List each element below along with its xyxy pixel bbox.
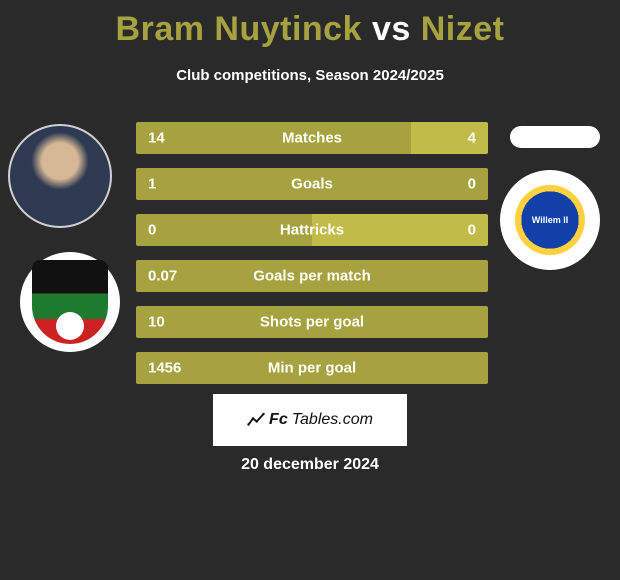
stat-value-right: 4 <box>468 130 476 147</box>
stat-value-left: 0 <box>148 222 156 239</box>
stat-bars: 144Matches10Goals00Hattricks0.07Goals pe… <box>136 122 488 398</box>
player1-club-badge <box>20 252 120 352</box>
club-right-text: Willem II <box>532 216 568 225</box>
stat-bar-row: 10 Shots per goal <box>136 306 488 338</box>
stat-label: Goals <box>291 176 333 193</box>
stat-label: Min per goal <box>268 360 356 377</box>
stat-bar-row: 0.07 Goals per match <box>136 260 488 292</box>
stat-value-left: 10 <box>148 314 165 331</box>
stat-label: Matches <box>282 130 342 147</box>
willem-ii-crest-icon: Willem II <box>515 185 585 255</box>
player2-club-badge: Willem II <box>500 170 600 270</box>
stat-bar-left-segment <box>136 122 411 154</box>
player2-name: Nizet <box>421 10 505 48</box>
stat-bar-row: 0 0 Hattricks <box>136 214 488 246</box>
watermark-bold: Fc <box>269 411 288 429</box>
stat-bar-row: 14 4 Matches <box>136 122 488 154</box>
title-vs: vs <box>372 10 411 48</box>
nec-shield-icon <box>32 260 108 344</box>
snapshot-date: 20 december 2024 <box>241 456 379 474</box>
chart-line-icon <box>247 411 265 429</box>
stat-value-left: 0.07 <box>148 268 177 285</box>
stat-bar-row: 1456 Min per goal <box>136 352 488 384</box>
stat-label: Shots per goal <box>260 314 364 331</box>
stat-bar-row: 1 0 Goals <box>136 168 488 200</box>
stat-value-left: 1 <box>148 176 156 193</box>
player1-name: Bram Nuytinck <box>116 10 362 48</box>
player1-avatar <box>8 124 112 228</box>
stat-value-left: 14 <box>148 130 165 147</box>
player2-logo-placeholder <box>510 126 600 148</box>
stat-label: Hattricks <box>280 222 344 239</box>
season-subtitle: Club competitions, Season 2024/2025 <box>0 67 620 84</box>
stat-label: Goals per match <box>253 268 371 285</box>
stat-value-right: 0 <box>468 176 476 193</box>
stat-value-left: 1456 <box>148 360 181 377</box>
fctables-watermark: FcTables.com <box>213 394 407 446</box>
stat-bar-right-segment <box>411 122 488 154</box>
stat-value-right: 0 <box>468 222 476 239</box>
comparison-title: Bram Nuytinck vs Nizet <box>0 0 620 49</box>
watermark-rest: Tables.com <box>292 411 373 429</box>
